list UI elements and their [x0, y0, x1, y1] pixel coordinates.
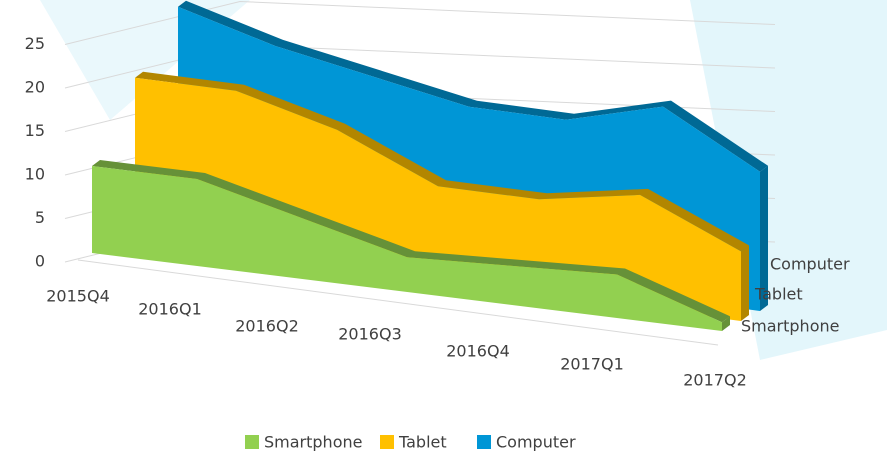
y-tick-label: 20: [25, 78, 45, 97]
area-side: [760, 165, 768, 311]
legend-swatch: [477, 435, 491, 449]
y-tick-label: 5: [35, 208, 45, 227]
y-tick-label: 0: [35, 252, 45, 271]
legend-swatch: [245, 435, 259, 449]
x-axis-line: [77, 259, 719, 346]
depth-label: Smartphone: [741, 317, 839, 336]
area-side: [741, 245, 749, 321]
legend-swatch: [380, 435, 394, 449]
y-tick-label: 25: [25, 34, 45, 53]
legend-label: Computer: [496, 433, 576, 452]
x-tick-label: 2016Q1: [138, 300, 202, 319]
depth-label: Tablet: [754, 285, 803, 304]
y-tick-label: 10: [25, 165, 45, 184]
x-tick-label: 2016Q3: [338, 325, 402, 344]
area-side: [722, 316, 730, 331]
x-tick-label: 2017Q1: [560, 355, 624, 374]
x-tick-label: 2015Q4: [46, 287, 110, 306]
x-tick-label: 2016Q2: [235, 317, 299, 336]
depth-label: Computer: [770, 255, 850, 274]
legend: Smartphone Tablet Computer: [245, 433, 576, 452]
x-tick-label: 2016Q4: [446, 342, 510, 361]
background-shape: [690, 0, 887, 360]
legend-label: Smartphone: [264, 433, 362, 452]
x-tick-label: 2017Q2: [683, 371, 747, 390]
area: [92, 166, 722, 331]
legend-label: Tablet: [398, 433, 447, 452]
grid-line: [64, 0, 776, 45]
y-tick-label: 15: [25, 121, 45, 140]
